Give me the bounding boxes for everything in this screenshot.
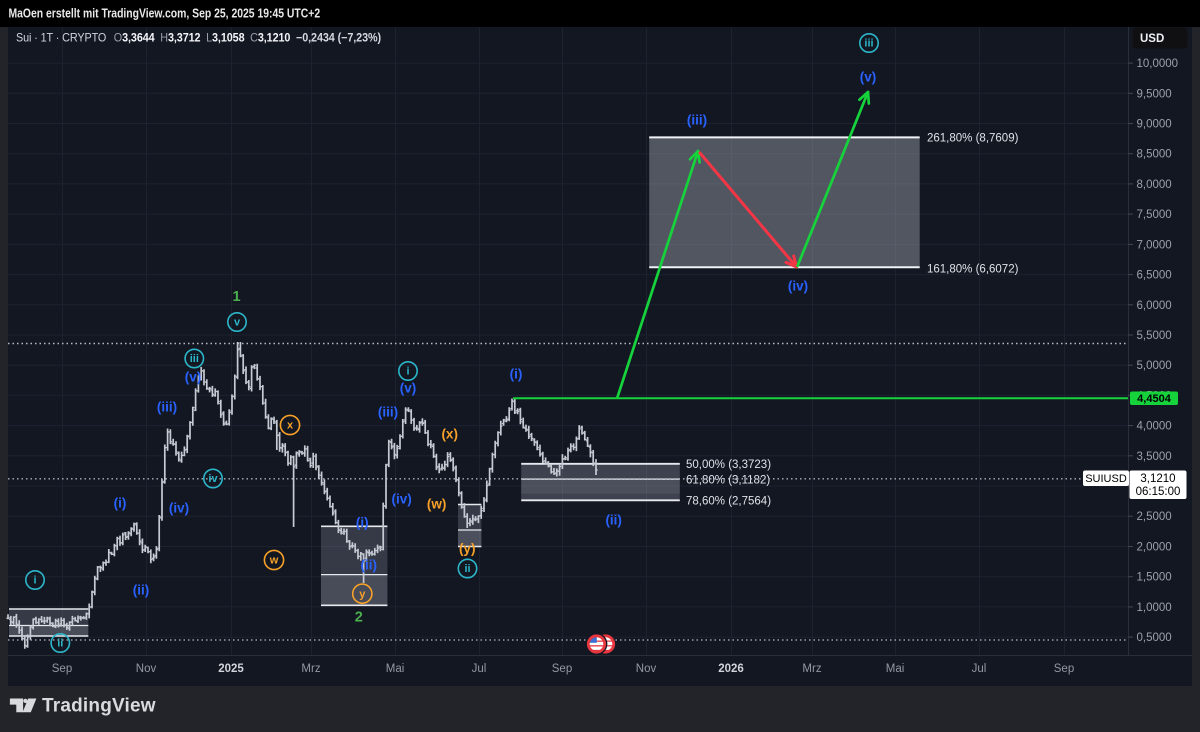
svg-text:Jul: Jul: [472, 663, 487, 675]
svg-text:MaOen erstellt mit TradingView: MaOen erstellt mit TradingView.com, Sep …: [8, 6, 320, 20]
svg-text:(iii): (iii): [157, 400, 177, 415]
svg-text:3,1210: 3,1210: [1140, 473, 1175, 485]
svg-text:78,60% (2,7564): 78,60% (2,7564): [686, 496, 771, 508]
svg-text:w: w: [269, 555, 279, 567]
svg-text:iii: iii: [864, 38, 873, 50]
svg-text:4,0000: 4,0000: [1137, 421, 1172, 433]
svg-text:Mrz: Mrz: [802, 663, 821, 675]
svg-text:261,80% (8,7609): 261,80% (8,7609): [927, 133, 1019, 145]
svg-text:(v): (v): [400, 381, 417, 396]
svg-text:(iv): (iv): [788, 279, 808, 294]
svg-text:1,0000: 1,0000: [1137, 602, 1172, 614]
svg-text:(iv): (iv): [391, 492, 411, 507]
svg-text:(i): (i): [114, 496, 127, 511]
svg-text:(v): (v): [185, 370, 202, 385]
svg-text:9,5000: 9,5000: [1137, 88, 1172, 100]
svg-text:0,5000: 0,5000: [1137, 632, 1172, 644]
svg-text:(ii): (ii): [605, 513, 622, 528]
svg-text:2: 2: [355, 610, 363, 626]
svg-text:(i): (i): [510, 367, 523, 382]
svg-text:2,5000: 2,5000: [1137, 511, 1172, 523]
svg-text:Mai: Mai: [386, 663, 405, 675]
svg-text:6,5000: 6,5000: [1137, 270, 1172, 282]
svg-text:(v): (v): [860, 70, 877, 85]
svg-text:SUIUSD: SUIUSD: [1085, 473, 1127, 485]
svg-text:3,5000: 3,5000: [1137, 451, 1172, 463]
svg-text:iii: iii: [190, 353, 199, 365]
svg-text:61,80% (3,1182): 61,80% (3,1182): [686, 474, 770, 486]
svg-text:2026: 2026: [718, 663, 744, 675]
svg-text:(w): (w): [427, 497, 447, 512]
svg-text:i: i: [33, 575, 36, 587]
svg-text:(ii): (ii): [133, 583, 150, 598]
svg-text:Nov: Nov: [636, 663, 657, 675]
svg-text:5,5000: 5,5000: [1137, 330, 1172, 342]
svg-text:7,5000: 7,5000: [1137, 209, 1172, 221]
svg-text:10,0000: 10,0000: [1137, 58, 1179, 70]
svg-text:Mrz: Mrz: [301, 663, 320, 675]
svg-text:iv: iv: [208, 473, 218, 485]
svg-text:161,80% (6,6072): 161,80% (6,6072): [927, 264, 1019, 276]
svg-text:TradingView: TradingView: [42, 696, 156, 717]
svg-text:(i): (i): [356, 515, 369, 530]
svg-text:4,4504: 4,4504: [1137, 393, 1172, 405]
svg-text:(iv): (iv): [169, 501, 189, 516]
svg-text:Jul: Jul: [972, 663, 987, 675]
svg-text:(iii): (iii): [687, 113, 707, 128]
svg-text:Sep: Sep: [1054, 663, 1074, 675]
svg-text:2025: 2025: [218, 663, 244, 675]
svg-text:i: i: [406, 366, 409, 378]
svg-text:ii: ii: [464, 563, 470, 575]
svg-text:6,0000: 6,0000: [1137, 300, 1172, 312]
svg-text:Mai: Mai: [886, 663, 905, 675]
svg-text:1,5000: 1,5000: [1137, 572, 1172, 584]
svg-text:(y): (y): [459, 541, 476, 556]
svg-text:(iii): (iii): [378, 405, 398, 420]
svg-text:Sep: Sep: [52, 663, 72, 675]
svg-text:8,0000: 8,0000: [1137, 179, 1172, 191]
svg-text:50,00% (3,3723): 50,00% (3,3723): [686, 459, 771, 471]
svg-text:Nov: Nov: [136, 663, 157, 675]
svg-text:x: x: [287, 420, 294, 432]
svg-text:2,0000: 2,0000: [1137, 542, 1172, 554]
svg-text:v: v: [234, 317, 241, 329]
svg-text:5,0000: 5,0000: [1137, 360, 1172, 372]
svg-text:7,0000: 7,0000: [1137, 239, 1172, 251]
svg-text:Sep: Sep: [552, 663, 572, 675]
svg-text:(ii): (ii): [361, 558, 378, 573]
svg-text:1: 1: [232, 289, 240, 305]
svg-text:8,5000: 8,5000: [1137, 149, 1172, 161]
svg-text:(x): (x): [441, 427, 458, 442]
svg-text:06:15:00: 06:15:00: [1136, 486, 1181, 498]
svg-text:9,0000: 9,0000: [1137, 119, 1172, 131]
svg-text:ii: ii: [57, 638, 63, 650]
svg-text:y: y: [359, 588, 366, 600]
svg-text:USD: USD: [1140, 33, 1164, 45]
